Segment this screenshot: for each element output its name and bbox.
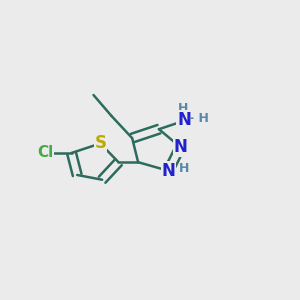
Text: S: S bbox=[94, 134, 106, 152]
Text: Cl: Cl bbox=[37, 146, 53, 160]
Text: H: H bbox=[179, 162, 189, 175]
Text: N: N bbox=[161, 162, 176, 180]
Text: N: N bbox=[177, 111, 191, 129]
Text: - H: - H bbox=[189, 112, 209, 125]
Text: N: N bbox=[173, 138, 187, 156]
Text: H: H bbox=[178, 102, 188, 115]
